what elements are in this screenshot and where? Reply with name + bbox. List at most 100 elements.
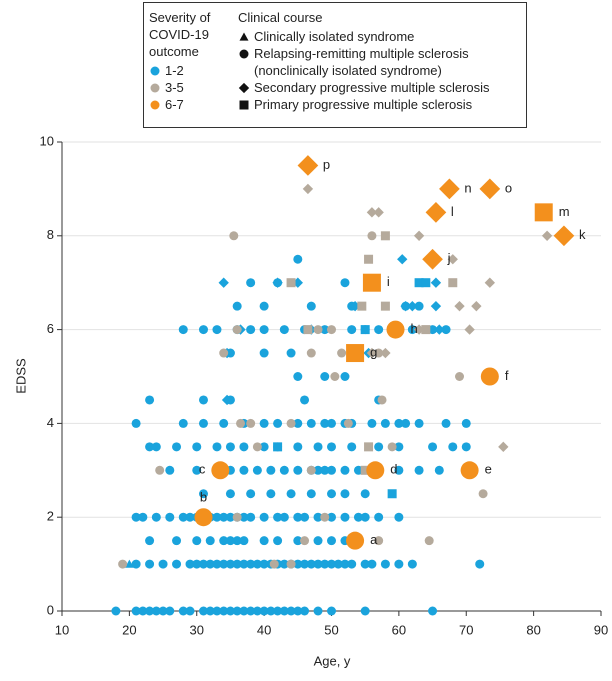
point: [413, 324, 425, 335]
point: [259, 536, 269, 546]
point: [346, 344, 365, 363]
point: [239, 536, 249, 546]
point: [347, 325, 357, 335]
legend-marker: [150, 83, 160, 93]
point: [155, 465, 165, 475]
point: [293, 536, 303, 546]
point: [266, 465, 276, 475]
point: [327, 489, 336, 499]
x-tick-label: 80: [526, 622, 540, 637]
point: [306, 348, 316, 358]
point: [239, 512, 249, 522]
point: [313, 559, 323, 569]
point: [239, 49, 249, 59]
point: [424, 536, 434, 546]
point: [479, 178, 501, 200]
legend-label: 1-2: [165, 63, 184, 78]
point: [447, 254, 458, 265]
point: [425, 202, 447, 223]
point: [327, 606, 336, 616]
point: [320, 512, 330, 522]
point: [131, 559, 141, 569]
point: [286, 348, 296, 358]
point: [239, 442, 249, 452]
point: [300, 559, 310, 569]
point: [138, 606, 148, 616]
point: [306, 489, 316, 499]
point-label: j: [447, 251, 451, 266]
point: [439, 178, 460, 200]
point: [306, 559, 316, 569]
legend-title: Clinical course: [238, 10, 323, 25]
point: [337, 348, 347, 358]
legend-item: Relapsing-remitting multiple sclerosis (…: [238, 45, 524, 79]
point: [360, 489, 370, 499]
point: [357, 301, 367, 311]
point: [225, 606, 235, 616]
point: [259, 325, 269, 335]
point: [553, 225, 575, 247]
point: [407, 300, 418, 312]
point: [178, 325, 188, 335]
point: [172, 442, 182, 452]
point: [360, 606, 370, 616]
point: [327, 559, 336, 569]
point: [225, 489, 235, 499]
point: [386, 320, 405, 339]
point: [218, 277, 229, 288]
point: [232, 536, 242, 546]
legend-label: Primary progressive multiple sclerosis: [254, 97, 473, 112]
point: [219, 348, 229, 358]
point: [297, 155, 319, 176]
point: [198, 325, 208, 335]
point: [279, 606, 289, 616]
point: [441, 418, 451, 428]
legend-label: 6-7: [165, 97, 184, 112]
point: [414, 278, 424, 288]
point: [434, 465, 444, 475]
legend-marker: [239, 49, 249, 59]
point: [414, 418, 424, 428]
point: [343, 418, 353, 428]
point: [421, 325, 431, 335]
point: [192, 536, 202, 546]
x-tick-label: 30: [190, 622, 204, 637]
point: [266, 489, 276, 499]
point: [239, 100, 249, 110]
point: [366, 347, 378, 359]
point: [394, 559, 404, 569]
point: [313, 325, 323, 335]
legend-item: Clinically isolated syndrome: [238, 28, 524, 45]
point: [273, 512, 283, 522]
x-tick-label: 20: [122, 622, 136, 637]
point: [461, 442, 471, 452]
point-label: e: [485, 462, 492, 477]
point: [367, 559, 377, 569]
legend-label: Secondary progressive multiple sclerosis: [254, 80, 490, 95]
y-tick-label: 4: [47, 415, 54, 430]
point: [327, 512, 336, 522]
point: [212, 559, 222, 569]
point: [484, 277, 496, 288]
point: [131, 512, 141, 522]
point: [246, 418, 256, 428]
point: [246, 559, 256, 569]
point: [330, 372, 340, 381]
point: [430, 300, 442, 312]
point: [306, 418, 316, 428]
point: [306, 301, 316, 311]
point: [232, 606, 242, 616]
point: [394, 418, 404, 428]
point: [150, 100, 160, 110]
x-tick-label: 60: [392, 622, 406, 637]
point: [327, 325, 336, 335]
point-label: a: [370, 532, 378, 547]
point: [471, 300, 482, 312]
point: [366, 461, 385, 480]
point: [541, 230, 553, 241]
point: [212, 512, 222, 522]
point: [205, 559, 215, 569]
point: [219, 512, 229, 522]
point: [360, 325, 370, 335]
point: [394, 512, 404, 522]
